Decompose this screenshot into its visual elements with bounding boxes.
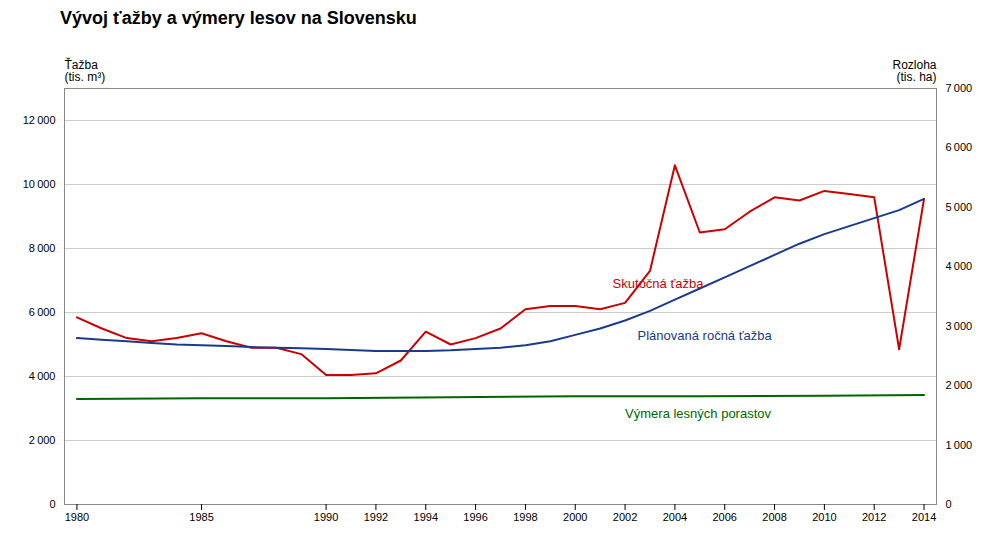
svg-text:1992: 1992: [364, 511, 388, 523]
svg-text:7 000: 7 000: [946, 82, 973, 94]
svg-text:2000: 2000: [563, 511, 587, 523]
svg-text:2002: 2002: [613, 511, 637, 523]
svg-text:Rozloha(tis. ha): Rozloha(tis. ha): [892, 58, 936, 84]
svg-text:4 000: 4 000: [29, 370, 56, 382]
svg-text:1998: 1998: [513, 511, 537, 523]
svg-text:Plánovaná ročná ťažba: Plánovaná ročná ťažba: [638, 328, 773, 343]
svg-text:6 000: 6 000: [946, 141, 973, 153]
svg-text:Skutočná ťažba: Skutočná ťažba: [613, 276, 705, 291]
svg-text:5 000: 5 000: [946, 201, 973, 213]
svg-text:3 000: 3 000: [946, 320, 973, 332]
svg-text:2008: 2008: [762, 511, 786, 523]
svg-text:1996: 1996: [463, 511, 487, 523]
svg-text:8 000: 8 000: [29, 242, 56, 254]
svg-text:2010: 2010: [812, 511, 836, 523]
svg-text:2012: 2012: [862, 511, 886, 523]
svg-text:2 000: 2 000: [29, 434, 56, 446]
svg-text:2 000: 2 000: [946, 379, 973, 391]
svg-text:1994: 1994: [414, 511, 438, 523]
html-text:Vývoj ťažby a výmery lesov na: Vývoj ťažby a výmery lesov na Slovensku: [60, 8, 417, 28]
svg-text:2006: 2006: [712, 511, 736, 523]
svg-text:4 000: 4 000: [946, 260, 973, 272]
svg-text:10 000: 10 000: [23, 178, 56, 190]
svg-text:2004: 2004: [663, 511, 687, 523]
svg-text:1 000: 1 000: [946, 439, 973, 451]
svg-text:1980: 1980: [65, 511, 89, 523]
svg-text:6 000: 6 000: [29, 306, 56, 318]
svg-text:2014: 2014: [912, 511, 936, 523]
svg-text:Ťažba(tis. m³): Ťažba(tis. m³): [65, 57, 106, 84]
svg-text:0: 0: [946, 498, 952, 510]
svg-text:12 000: 12 000: [23, 114, 56, 126]
svg-text:1985: 1985: [189, 511, 213, 523]
svg-text:0: 0: [49, 498, 55, 510]
svg-text:Výmera lesných porastov: Výmera lesných porastov: [625, 406, 771, 421]
svg-text:1990: 1990: [314, 511, 338, 523]
